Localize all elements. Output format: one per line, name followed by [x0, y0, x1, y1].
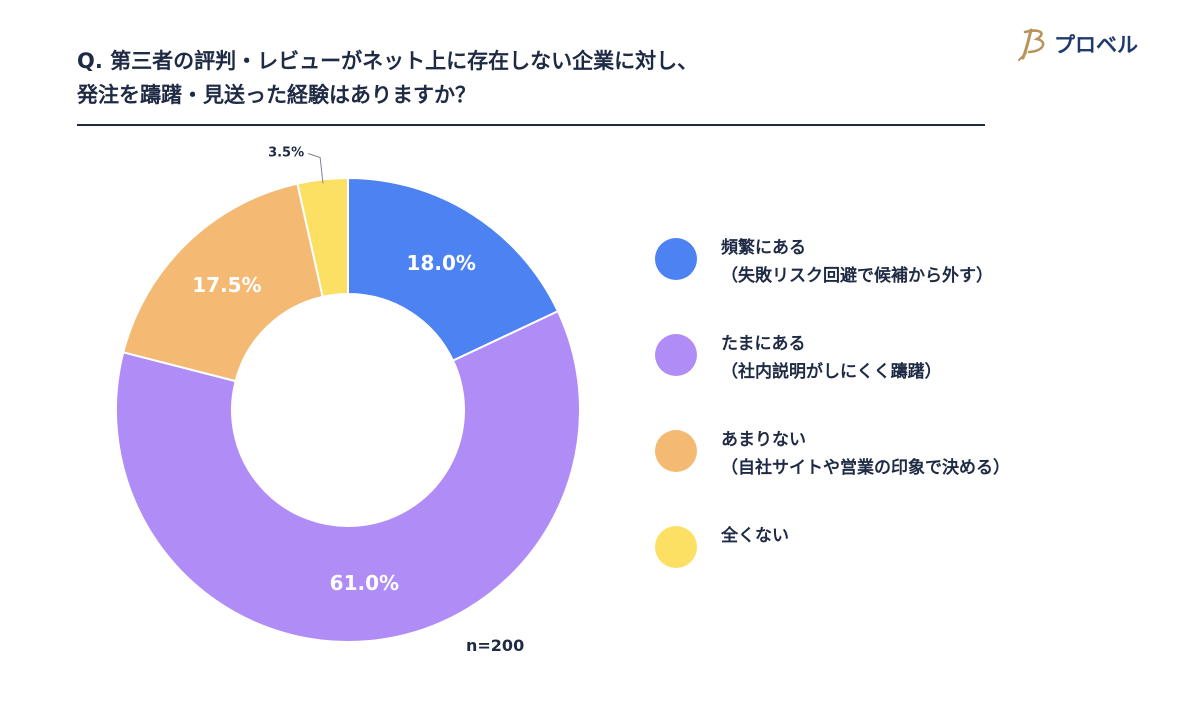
- legend-label-main: たまにある: [721, 334, 806, 354]
- title-divider: [77, 124, 985, 126]
- question-title: Q. 第三者の評判・レビューがネット上に存在しない企業に対し、 発注を躊躇・見送…: [77, 44, 957, 112]
- slice-value-label: 17.5%: [192, 273, 261, 297]
- legend-label-main: 頻繁にある: [721, 238, 806, 258]
- legend-item: 頻繁にある （失敗リスク回避で候補から外す）: [655, 234, 1175, 330]
- slice-leader-line: [307, 153, 324, 184]
- donut-slice: [122, 182, 324, 383]
- chart-legend: 頻繁にある （失敗リスク回避で候補から外す） たまにある （社内説明がしにくく躊躇） あ…: [655, 234, 1175, 618]
- feather-b-logo-icon: [1018, 28, 1045, 61]
- legend-swatch: [655, 430, 697, 472]
- legend-swatch: [655, 334, 697, 376]
- legend-label: あまりない （自社サイトや営業の印象で決める）: [721, 426, 1010, 482]
- donut-slice: [115, 309, 581, 643]
- legend-swatch: [655, 238, 697, 280]
- legend-label-sub: （社内説明がしにくく躊躇）: [721, 362, 942, 382]
- slice-value-label: 61.0%: [330, 571, 399, 595]
- question-line-2: 発注を躊躇・見送った経験はありますか？: [77, 83, 476, 107]
- donut-chart: 18.0% 61.0% 17.5% 3.5%: [115, 146, 581, 643]
- donut-slice: [347, 176, 560, 362]
- slice-value-label: 3.5%: [268, 146, 304, 161]
- question-line-1: Q. 第三者の評判・レビューがネット上に存在しない企業に対し、: [77, 49, 699, 73]
- legend-item: 全くない: [655, 522, 1175, 618]
- legend-item: あまりない （自社サイトや営業の印象で決める）: [655, 426, 1175, 522]
- sample-size-label: n=200: [466, 636, 525, 655]
- legend-swatch: [655, 526, 697, 568]
- legend-label: 全くない: [721, 522, 789, 550]
- legend-label: たまにある （社内説明がしにくく躊躇）: [721, 330, 942, 386]
- legend-label-sub: （失敗リスク回避で候補から外す）: [721, 266, 993, 286]
- donut-labels: 18.0% 61.0% 17.5% 3.5%: [192, 146, 476, 596]
- donut-slice: [296, 176, 349, 298]
- legend-label-main: あまりない: [721, 430, 806, 450]
- legend-label-main: 全くない: [721, 526, 789, 546]
- donut-slices: [115, 176, 581, 643]
- brand-name: プロベル: [1054, 33, 1138, 57]
- slice-value-label: 18.0%: [407, 251, 476, 275]
- legend-label-sub: （自社サイトや営業の印象で決める）: [721, 458, 1010, 478]
- brand-logo: プロベル: [1013, 24, 1138, 64]
- legend-label: 頻繁にある （失敗リスク回避で候補から外す）: [721, 234, 993, 290]
- legend-item: たまにある （社内説明がしにくく躊躇）: [655, 330, 1175, 426]
